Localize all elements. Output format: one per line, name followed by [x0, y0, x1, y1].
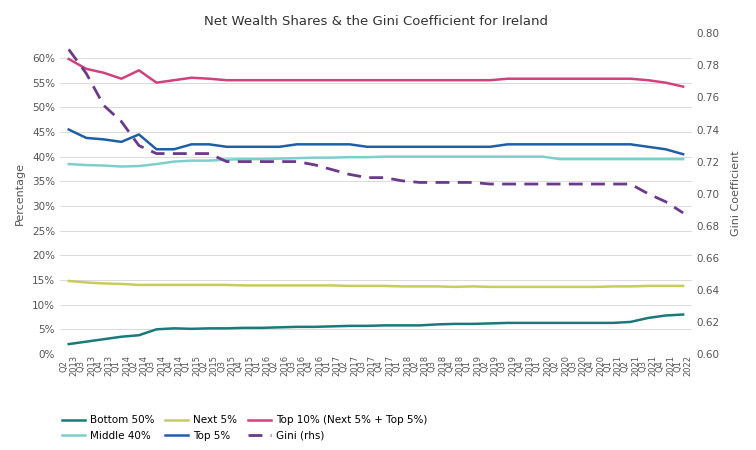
Y-axis label: Gini Coefficient: Gini Coefficient: [731, 151, 741, 236]
Legend: Bottom 50%, Middle 40%, Next 5%, Top 5%, Top 10% (Next 5% + Top 5%), Gini (rhs): Bottom 50%, Middle 40%, Next 5%, Top 5%,…: [58, 411, 432, 445]
Y-axis label: Percentage: Percentage: [15, 162, 25, 225]
Title: Net Wealth Shares & the Gini Coefficient for Ireland: Net Wealth Shares & the Gini Coefficient…: [204, 15, 548, 28]
